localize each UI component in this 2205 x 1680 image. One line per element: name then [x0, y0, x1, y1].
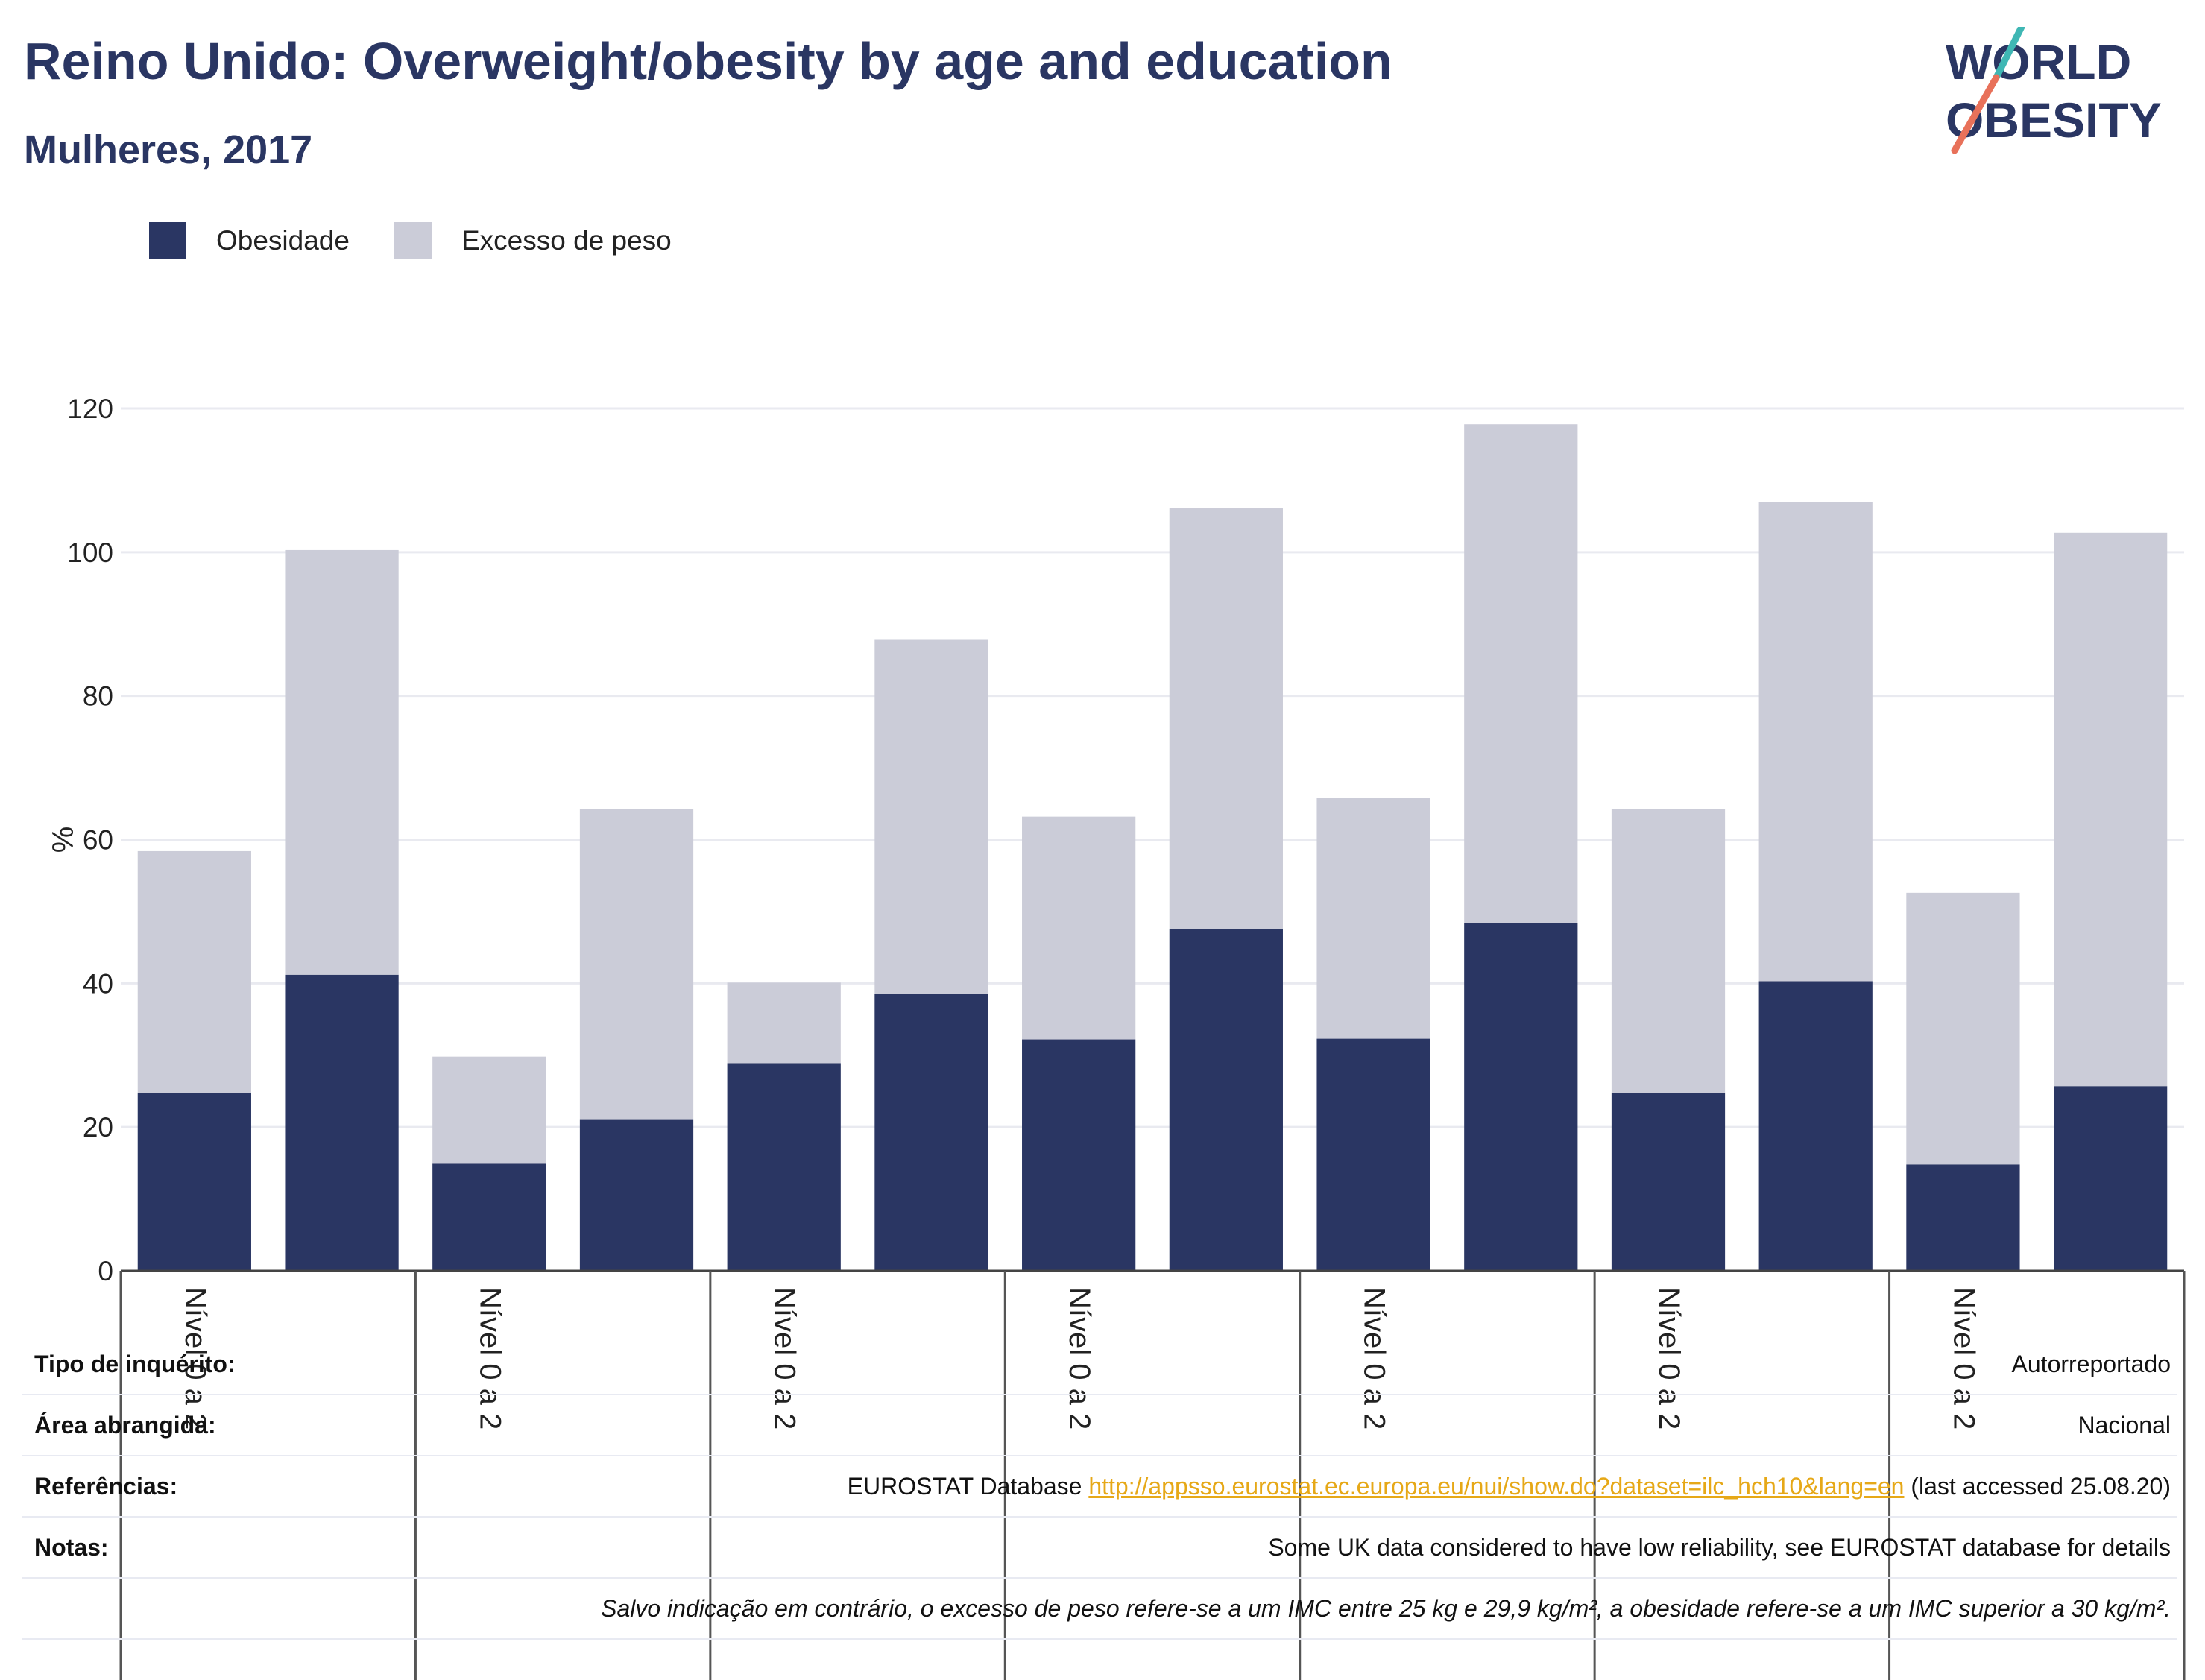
world-obesity-logo: WORLD OBESITY: [1946, 27, 2162, 154]
legend-swatch: [149, 222, 186, 259]
y-tick-label: 80: [83, 681, 113, 712]
bar-excesso-de-peso: [579, 809, 694, 1120]
bar-obesidade: [727, 1063, 841, 1271]
legend-item-excesso-de-peso[interactable]: Excesso de peso: [394, 222, 672, 259]
bar-obesidade: [579, 1119, 694, 1271]
x-group-label: Nível 0 a 2: [1358, 1287, 1391, 1430]
x-group-label: Nível 0 a 2: [1653, 1287, 1685, 1430]
ref-prefix: EUROSTAT Database: [847, 1473, 1089, 1500]
info-table: Tipo de inquérito: Autorreportado Área a…: [22, 1334, 2177, 1647]
x-group-label: Nível 0 a 2: [179, 1287, 212, 1430]
info-row-footnote: Salvo indicação em contrário, o excesso …: [22, 1579, 2177, 1640]
y-tick-label: 60: [83, 825, 113, 856]
bar-obesidade: [432, 1163, 546, 1271]
info-row-referencias: Referências: EUROSTAT Database http://ap…: [22, 1456, 2177, 1518]
bar-excesso-de-peso: [137, 850, 251, 1093]
legend-swatch: [394, 222, 432, 259]
bar-obesidade: [1464, 923, 1578, 1271]
bar-excesso-de-peso: [285, 549, 399, 975]
chart-subtitle: Mulheres, 2017: [24, 127, 313, 172]
legend: Obesidade Excesso de peso: [149, 222, 716, 259]
legend-item-obesidade[interactable]: Obesidade: [149, 222, 350, 259]
x-group-label: Nível 0 a 2: [769, 1287, 801, 1430]
info-key: Tipo de inquérito:: [34, 1351, 236, 1377]
bar-excesso-de-peso: [432, 1056, 546, 1164]
bar-excesso-de-peso: [2054, 532, 2168, 1087]
bar-excesso-de-peso: [1758, 502, 1873, 982]
bar-excesso-de-peso: [1316, 798, 1430, 1039]
bar-obesidade: [1906, 1164, 2020, 1271]
info-key: Notas:: [34, 1534, 109, 1561]
y-tick-label: 100: [67, 537, 113, 568]
bar-excesso-de-peso: [1022, 816, 1136, 1040]
bar-obesidade: [137, 1092, 251, 1271]
info-row-tipo: Tipo de inquérito: Autorreportado: [22, 1334, 2177, 1395]
bar-excesso-de-peso: [1611, 809, 1726, 1093]
bar-obesidade: [1611, 1093, 1726, 1271]
x-group-label: Nível 0 a 2: [1947, 1287, 1980, 1430]
y-tick-label: 0: [98, 1256, 113, 1286]
bar-obesidade: [285, 974, 399, 1271]
bar-obesidade: [2054, 1086, 2168, 1271]
bar-obesidade: [1022, 1039, 1136, 1271]
bar-excesso-de-peso: [1169, 508, 1283, 929]
legend-label: Obesidade: [216, 225, 350, 256]
y-tick-label: 40: [83, 968, 113, 999]
logo-line1: WORLD: [1946, 34, 2131, 89]
x-group-label: Nível 0 a 2: [1063, 1287, 1096, 1430]
info-value: EUROSTAT Database http://appsso.eurostat…: [848, 1473, 2171, 1500]
y-axis-label: %: [45, 827, 78, 853]
eurostat-link[interactable]: http://appsso.eurostat.ec.europa.eu/nui/…: [1088, 1473, 1905, 1500]
y-tick-label: 120: [67, 394, 113, 424]
bar-excesso-de-peso: [1464, 424, 1578, 923]
info-key: Área abrangida:: [34, 1412, 216, 1439]
bar-obesidade: [874, 994, 988, 1271]
bar-obesidade: [1316, 1038, 1430, 1271]
ref-suffix: (last accessed 25.08.20): [1904, 1473, 2171, 1500]
info-value: Nacional: [2078, 1412, 2171, 1439]
y-tick-label: 20: [83, 1112, 113, 1143]
legend-label: Excesso de peso: [461, 225, 672, 256]
info-value: Some UK data considered to have low reli…: [1268, 1534, 2171, 1561]
bar-excesso-de-peso: [874, 639, 988, 994]
info-row-area: Área abrangida: Nacional: [22, 1395, 2177, 1456]
info-value: Autorreportado: [2011, 1351, 2171, 1377]
bar-excesso-de-peso: [727, 982, 841, 1064]
info-key: Referências:: [34, 1473, 178, 1500]
info-row-notas: Notas: Some UK data considered to have l…: [22, 1518, 2177, 1579]
chart-title: Reino Unido: Overweight/obesity by age a…: [24, 32, 1392, 90]
x-group-label: Nível 0 a 2: [473, 1287, 506, 1430]
bar-obesidade: [1169, 929, 1283, 1271]
bar-excesso-de-peso: [1906, 892, 2020, 1165]
bar-obesidade: [1758, 981, 1873, 1271]
footnote: Salvo indicação em contrário, o excesso …: [601, 1595, 2171, 1622]
